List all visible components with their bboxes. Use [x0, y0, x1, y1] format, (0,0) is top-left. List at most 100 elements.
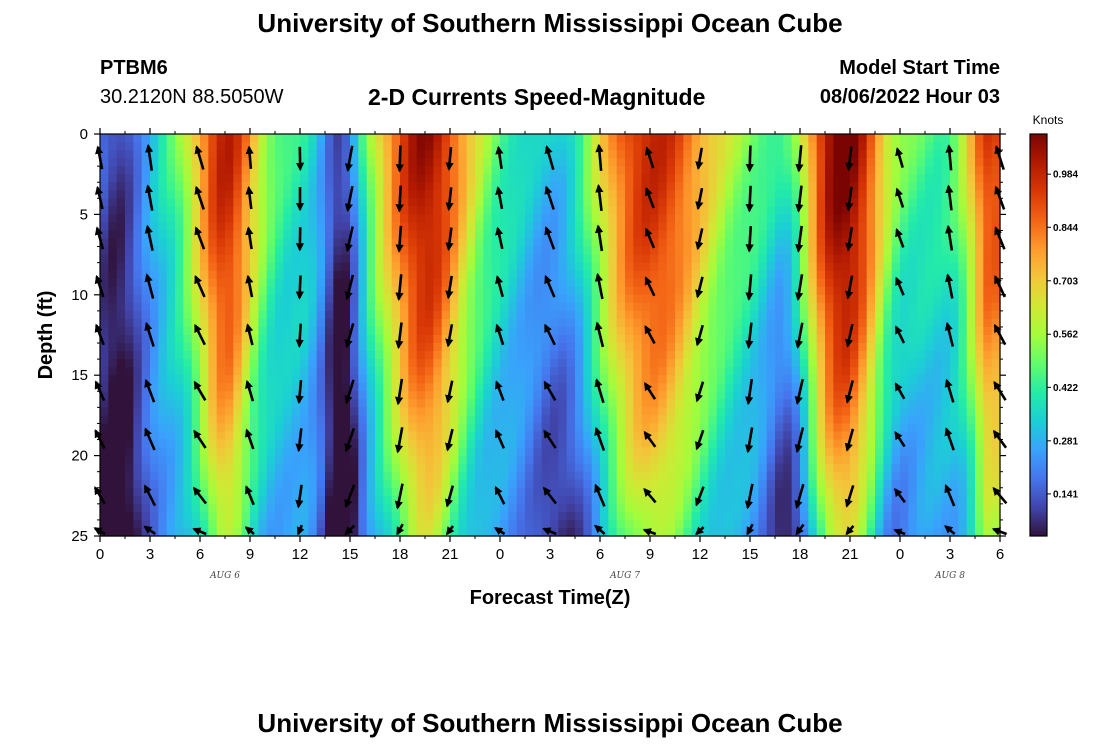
heatmap-cell	[100, 455, 109, 465]
heatmap-cell	[741, 431, 751, 441]
heatmap-cell	[425, 182, 434, 191]
heatmap-cell	[766, 142, 776, 151]
heatmap-cell	[458, 431, 468, 441]
heatmap-cell	[100, 286, 109, 296]
heatmap-cell	[283, 134, 293, 143]
heatmap-cell	[666, 318, 676, 328]
heatmap-cell	[525, 150, 534, 159]
heatmap-cell	[116, 278, 126, 288]
heatmap-cell	[683, 487, 693, 497]
heatmap-cell	[916, 375, 926, 384]
heatmap-cell	[908, 335, 918, 344]
heatmap-cell	[691, 254, 701, 264]
heatmap-cell	[133, 214, 143, 224]
heatmap-cell	[633, 230, 643, 240]
heatmap-cell	[891, 399, 901, 408]
heatmap-cell	[708, 463, 718, 473]
heatmap-cell	[383, 479, 393, 489]
heatmap-cell	[800, 238, 809, 248]
heatmap-cell	[133, 503, 143, 513]
heatmap-cell	[650, 206, 659, 215]
heatmap-cell	[658, 174, 668, 183]
heatmap-cell	[633, 270, 643, 280]
heatmap-cell	[816, 351, 826, 360]
heatmap-cell	[108, 503, 118, 513]
heatmap-cell	[866, 190, 876, 199]
heatmap-cell	[408, 383, 418, 392]
heatmap-cell	[891, 142, 901, 151]
heatmap-cell	[716, 238, 726, 248]
heatmap-cell	[750, 495, 759, 505]
heatmap-cell	[650, 214, 659, 224]
heatmap-cell	[116, 254, 126, 264]
heatmap-cell	[466, 351, 476, 360]
heatmap-cell	[225, 166, 234, 175]
heatmap-cell	[300, 214, 309, 224]
heatmap-cell	[591, 230, 601, 240]
heatmap-cell	[883, 222, 893, 232]
heatmap-cell	[125, 142, 134, 151]
heatmap-cell	[666, 383, 676, 392]
heatmap-cell	[525, 286, 534, 296]
heatmap-cell	[541, 351, 551, 360]
heatmap-cell	[958, 286, 968, 296]
heatmap-cell	[766, 198, 776, 207]
heatmap-cell	[708, 479, 718, 489]
heatmap-cell	[625, 351, 634, 360]
heatmap-cell	[258, 302, 268, 312]
heatmap-cell	[966, 214, 976, 224]
heatmap-cell	[616, 375, 626, 384]
heatmap-cell	[475, 174, 484, 183]
heatmap-cell	[525, 134, 534, 143]
heatmap-cell	[825, 351, 834, 360]
heatmap-cell	[616, 190, 626, 199]
heatmap-cell	[191, 343, 201, 352]
heatmap-cell	[875, 326, 884, 336]
heatmap-cell	[366, 351, 376, 360]
heatmap-cell	[600, 463, 609, 473]
heatmap-cell	[966, 142, 976, 151]
heatmap-cell	[733, 230, 743, 240]
heatmap-cell	[533, 487, 543, 497]
heatmap-cell	[275, 254, 284, 264]
heatmap-cell	[516, 238, 526, 248]
heatmap-cell	[125, 174, 134, 183]
heatmap-cell	[433, 166, 443, 175]
heatmap-cell	[908, 479, 918, 489]
heatmap-cell	[458, 230, 468, 240]
heatmap-cell	[625, 286, 634, 296]
heatmap-cell	[208, 206, 218, 215]
heatmap-cell	[100, 310, 109, 320]
heatmap-cell	[508, 431, 518, 441]
heatmap-cell	[508, 343, 518, 352]
heatmap-cell	[458, 391, 468, 400]
heatmap-cell	[466, 206, 476, 215]
heatmap-cell	[450, 351, 459, 360]
heatmap-cell	[400, 399, 409, 408]
heatmap-cell	[916, 142, 926, 151]
heatmap-cell	[675, 238, 684, 248]
heatmap-cell	[300, 487, 309, 497]
heatmap-cell	[925, 142, 934, 151]
heatmap-cell	[816, 326, 826, 336]
heatmap-cell	[658, 326, 668, 336]
heatmap-cell	[625, 214, 634, 224]
heatmap-cell	[858, 158, 868, 167]
heatmap-cell	[933, 278, 943, 288]
heatmap-cell	[350, 246, 359, 256]
heatmap-cell	[650, 391, 659, 400]
heatmap-cell	[208, 318, 218, 328]
heatmap-cell	[808, 158, 818, 167]
heatmap-cell	[241, 238, 251, 248]
heatmap-cell	[908, 262, 918, 272]
heatmap-cell	[333, 246, 343, 256]
heatmap-cell	[516, 142, 526, 151]
heatmap-cell	[108, 206, 118, 215]
heatmap-cell	[533, 246, 543, 256]
heatmap-cell	[383, 351, 393, 360]
heatmap-cell	[525, 214, 534, 224]
heatmap-cell	[208, 455, 218, 465]
heatmap-cell	[100, 495, 109, 505]
heatmap-cell	[775, 270, 784, 280]
heatmap-cell	[983, 423, 993, 433]
